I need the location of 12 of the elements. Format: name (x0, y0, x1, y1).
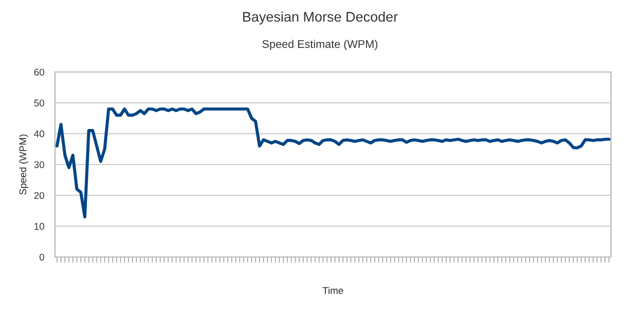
chart-subtitle: Speed Estimate (WPM) (262, 40, 378, 50)
y-tick-label: 0 (40, 254, 44, 261)
y-tick-label: 10 (34, 222, 44, 230)
y-tick-label: 20 (34, 192, 44, 199)
chart-title: Bayesian Morse Decoder (243, 12, 398, 24)
y-tick-label: 30 (34, 161, 44, 168)
y-axis-title: Speed (WPM) (19, 134, 28, 195)
y-tick-label: 60 (34, 68, 44, 76)
y-tick-label: 40 (34, 130, 44, 138)
y-tick-label: 50 (34, 100, 44, 106)
x-axis-title: Time (322, 286, 344, 294)
line-series (55, 107, 611, 218)
